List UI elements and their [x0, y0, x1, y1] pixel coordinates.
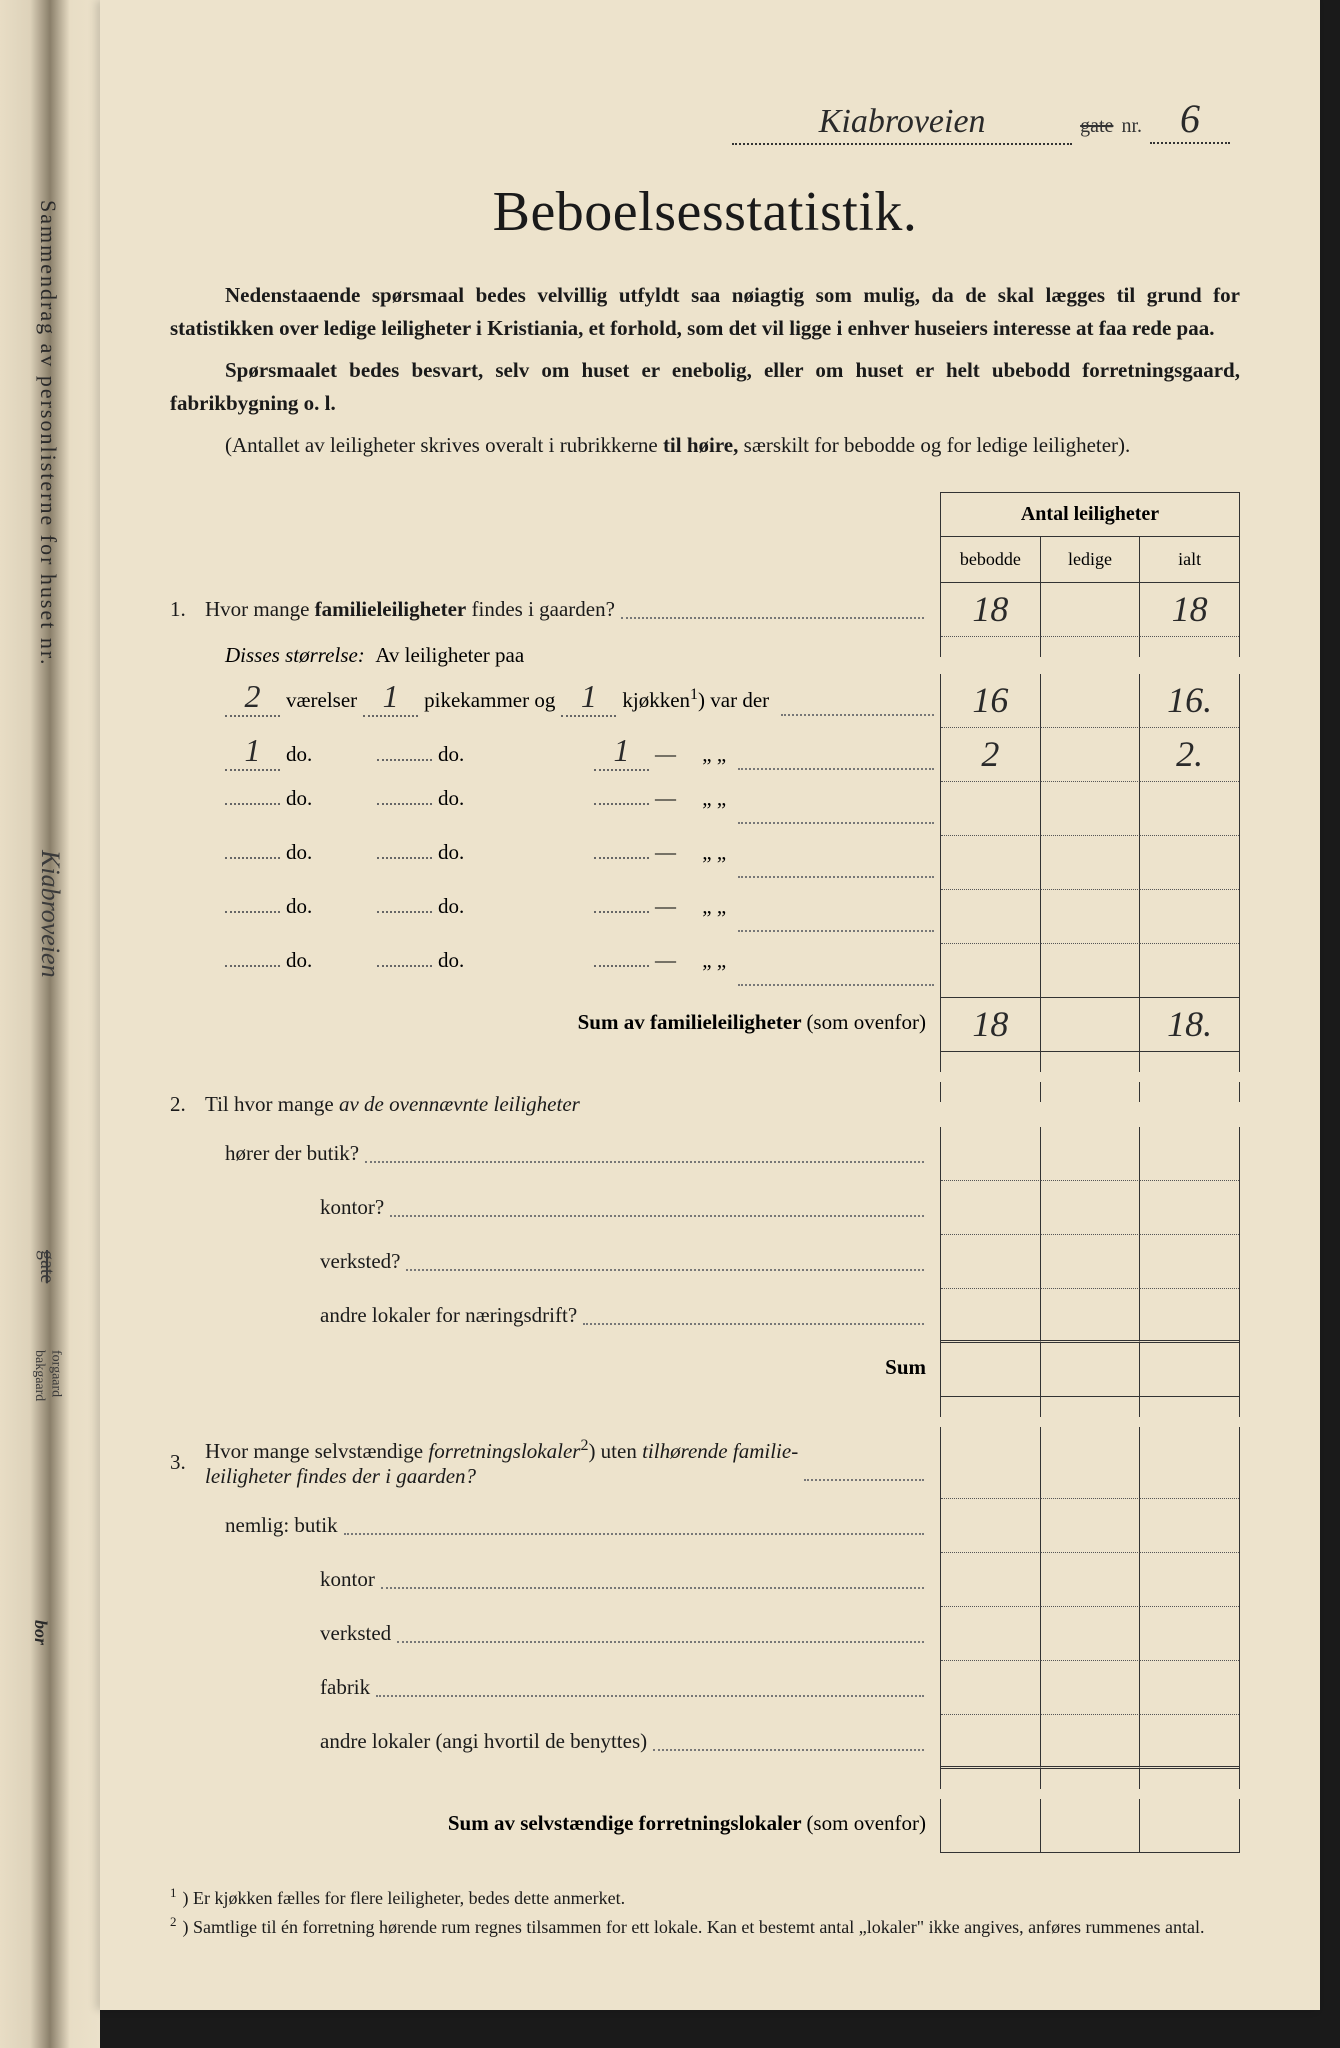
cell: 16.	[1140, 674, 1239, 728]
nr-label: nr.	[1121, 115, 1142, 138]
page-wrap: Sammendrag av personlisterne for huset n…	[0, 0, 1340, 2048]
q2-sum-label: Sum	[170, 1343, 940, 1397]
q3-text: 3. Hvor mange selvstændige forretningslo…	[170, 1427, 940, 1499]
q1-row4: do. do. — „ „	[170, 836, 940, 890]
q1-bebodde: 18	[941, 583, 1041, 637]
q1-disses: Disses størrelse: Av leiligheter paa	[170, 637, 940, 674]
cell	[1041, 728, 1141, 782]
col-header-ialt: ialt	[1140, 537, 1239, 582]
spine-bor: bor	[30, 1620, 51, 1645]
q1-sum-label: Sum av familieleiligheter (som ovenfor)	[170, 998, 940, 1052]
q3-nemlig: nemlig: butik	[170, 1499, 940, 1553]
spine-gate: gate	[35, 1250, 58, 1283]
form-table: Antal leiligheter bebodde ledige ialt 1.…	[170, 492, 1240, 1853]
q1-sum-bebodde: 18	[941, 998, 1041, 1052]
cell: 2.	[1140, 728, 1239, 782]
street-name-field: Kiabroveien	[732, 103, 1072, 145]
spine-forgaard: forgaardbakgaard	[30, 1350, 64, 1401]
footnotes: 1) Er kjøkken fælles for flere leilighet…	[170, 1883, 1240, 1941]
q1-ialt: 18	[1140, 583, 1239, 637]
q1-row2: 1 do. do. 1 — „ „	[170, 728, 940, 782]
q2-item1: hører der butik?	[170, 1127, 940, 1181]
intro-p2: Spørsmaalet bedes besvart, selv om huset…	[170, 354, 1240, 419]
q1-row5: do. do. — „ „	[170, 890, 940, 944]
document-page: Kiabroveien gate nr. 6 Beboelsesstatisti…	[100, 0, 1320, 2010]
q2-item2: kontor?	[170, 1181, 940, 1235]
book-spine: Sammendrag av personlisterne for huset n…	[0, 0, 100, 2048]
intro-p3: (Antallet av leiligheter skrives overalt…	[170, 429, 1240, 462]
col-header-ledige: ledige	[1041, 537, 1141, 582]
q3-item2: kontor	[170, 1553, 940, 1607]
q3-item3: verksted	[170, 1607, 940, 1661]
q1-sum-ialt: 18.	[1140, 998, 1239, 1052]
q1-row1: 2 værelser 1 pikekammer og 1 kjøkken1) v…	[170, 674, 940, 728]
q3-sum-label: Sum av selvstændige forretningslokaler (…	[170, 1799, 940, 1853]
cell	[1041, 674, 1141, 728]
q2-item3: verksted?	[170, 1235, 940, 1289]
intro-p1: Nedenstaaende spørsmaal bedes velvillig …	[170, 279, 1240, 344]
col-header-main: Antal leiligheter	[940, 492, 1240, 537]
cell: 2	[941, 728, 1041, 782]
q3-item4: fabrik	[170, 1661, 940, 1715]
col-header-bebodde: bebodde	[941, 537, 1041, 582]
q1-text: 1. Hvor mange familieleiligheter findes …	[170, 583, 940, 637]
q1-sum-ledige	[1041, 998, 1141, 1052]
page-title: Beboelsesstatistik.	[170, 180, 1240, 244]
q1-ledige	[1041, 583, 1141, 637]
q2-text: 2. Til hvor mange av de ovennævnte leili…	[170, 1082, 940, 1127]
spine-street: Kiabroveien	[35, 850, 65, 978]
q3-item5: andre lokaler (angi hvortil de benyttes)	[170, 1715, 940, 1769]
header-address: Kiabroveien gate nr. 6	[670, 95, 1230, 145]
nr-field: 6	[1150, 95, 1230, 144]
gate-label: gate	[1080, 115, 1113, 138]
spine-title: Sammendrag av personlisterne for huset n…	[35, 200, 61, 666]
q1-row3: do. do. — „ „	[170, 782, 940, 836]
q2-item4: andre lokaler for næringsdrift?	[170, 1289, 940, 1343]
q1-row6: do. do. — „ „	[170, 944, 940, 998]
cell: 16	[941, 674, 1041, 728]
